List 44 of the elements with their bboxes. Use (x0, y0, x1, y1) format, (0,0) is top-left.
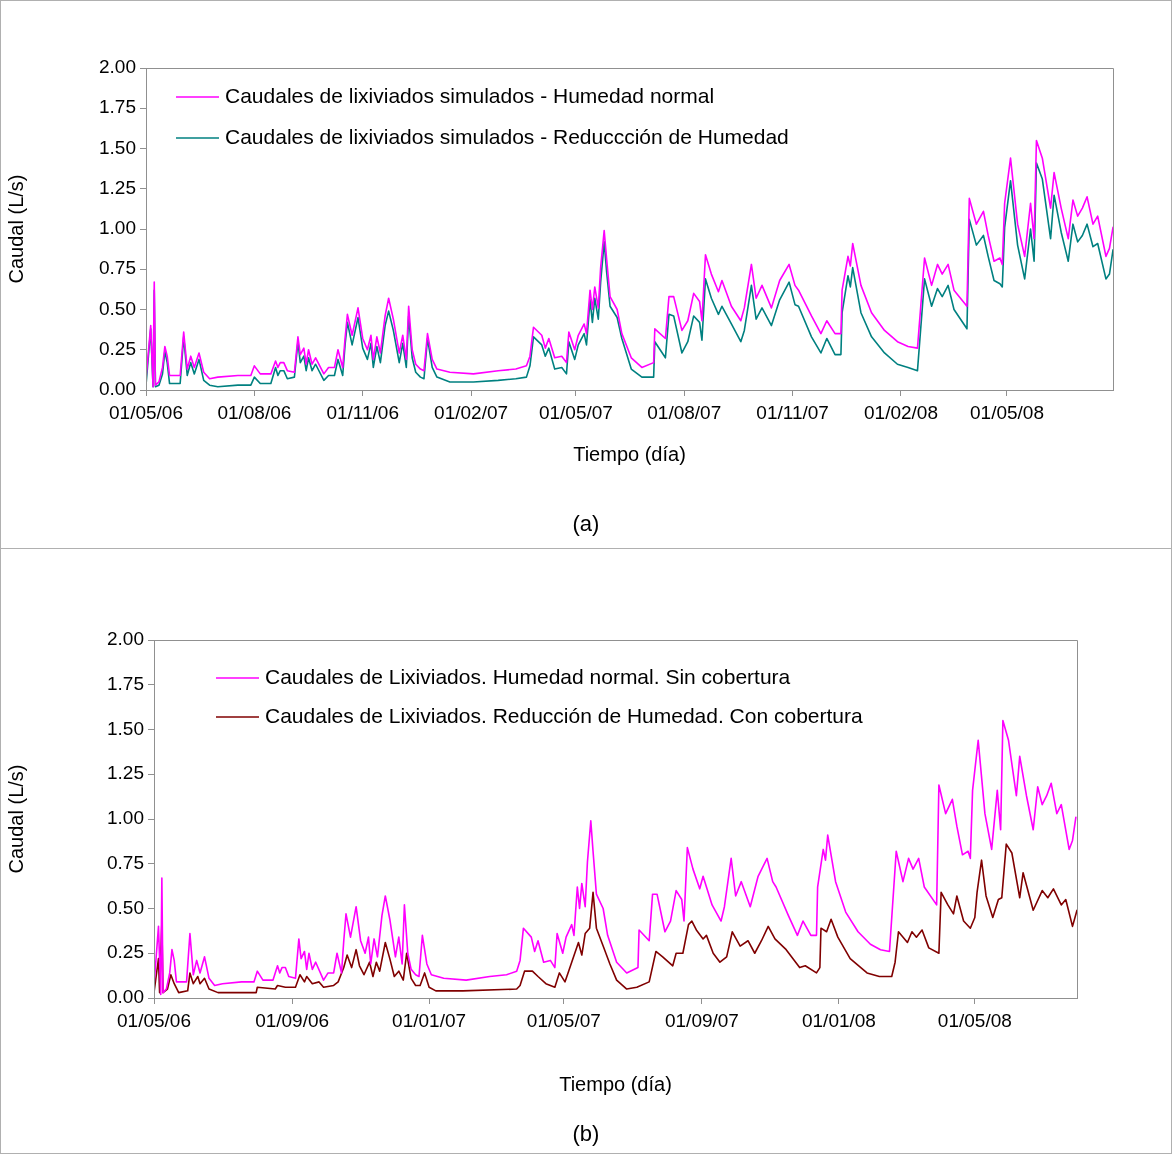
y-tick-label: 1.00 (107, 807, 144, 829)
x-tick-label: 01/05/07 (538, 401, 613, 423)
x-tick-label: 01/01/08 (801, 1009, 876, 1031)
y-tick-label: 1.75 (107, 672, 144, 694)
legend-label: Caudales de lixiviados simulados - Reduccción de Humedad (225, 124, 789, 148)
legend-label: Caudales de Lixiviados. Humedad normal. Sin cobertura (265, 664, 791, 688)
y-axis-title: Caudal (L/s) (4, 764, 27, 874)
y-tick-label: 0.50 (107, 896, 144, 918)
x-tick-label: 01/11/06 (326, 401, 399, 423)
x-tick-label: 01/02/07 (434, 401, 509, 423)
x-tick-label: 01/09/07 (664, 1009, 739, 1031)
y-tick-label: 2.00 (107, 628, 144, 650)
x-tick-label: 01/05/06 (109, 401, 183, 423)
y-tick-label: 1.50 (107, 717, 144, 739)
legend-label: Caudales de lixiviados simulados - Humedad normal (225, 83, 715, 107)
text: (a) (571, 510, 601, 538)
y-tick-label: 0.75 (107, 851, 144, 873)
x-tick-label: 01/05/08 (937, 1009, 1012, 1031)
y-tick-label: 1.25 (99, 176, 136, 198)
y-tick-label: 0.75 (99, 257, 136, 279)
y-tick-label: 1.25 (107, 762, 144, 784)
legend-label: Caudales de Lixiviados. Reducción de Humedad. Con cobertura (265, 703, 864, 727)
x-tick-label: 01/09/06 (255, 1009, 330, 1031)
x-axis-title: Tiempo (día) (573, 442, 686, 465)
y-tick-label: 0.25 (99, 337, 136, 359)
x-tick-label: 01/11/07 (756, 401, 829, 423)
y-tick-label: 1.50 (99, 136, 136, 158)
y-tick-label: 0.25 (107, 941, 144, 963)
x-tick-label: 01/08/06 (217, 401, 292, 423)
text: (b) (571, 1120, 601, 1148)
y-axis-title: Caudal (L/s) (4, 174, 27, 284)
x-axis-title: Tiempo (día) (559, 1072, 672, 1095)
x-tick-label: 01/01/07 (392, 1009, 467, 1031)
x-tick-label: 01/08/07 (647, 401, 722, 423)
y-tick-label: 1.75 (99, 96, 136, 118)
y-tick-label: 0.00 (99, 378, 136, 400)
x-tick-label: 01/05/07 (526, 1009, 601, 1031)
y-tick-label: 0.50 (99, 297, 136, 319)
y-tick-label: 2.00 (99, 56, 136, 78)
y-tick-label: 1.00 (99, 217, 136, 239)
x-tick-label: 01/02/08 (864, 401, 938, 423)
x-tick-label: 01/05/08 (970, 401, 1044, 423)
x-tick-label: 01/05/06 (117, 1009, 191, 1031)
y-tick-label: 0.00 (107, 986, 144, 1008)
